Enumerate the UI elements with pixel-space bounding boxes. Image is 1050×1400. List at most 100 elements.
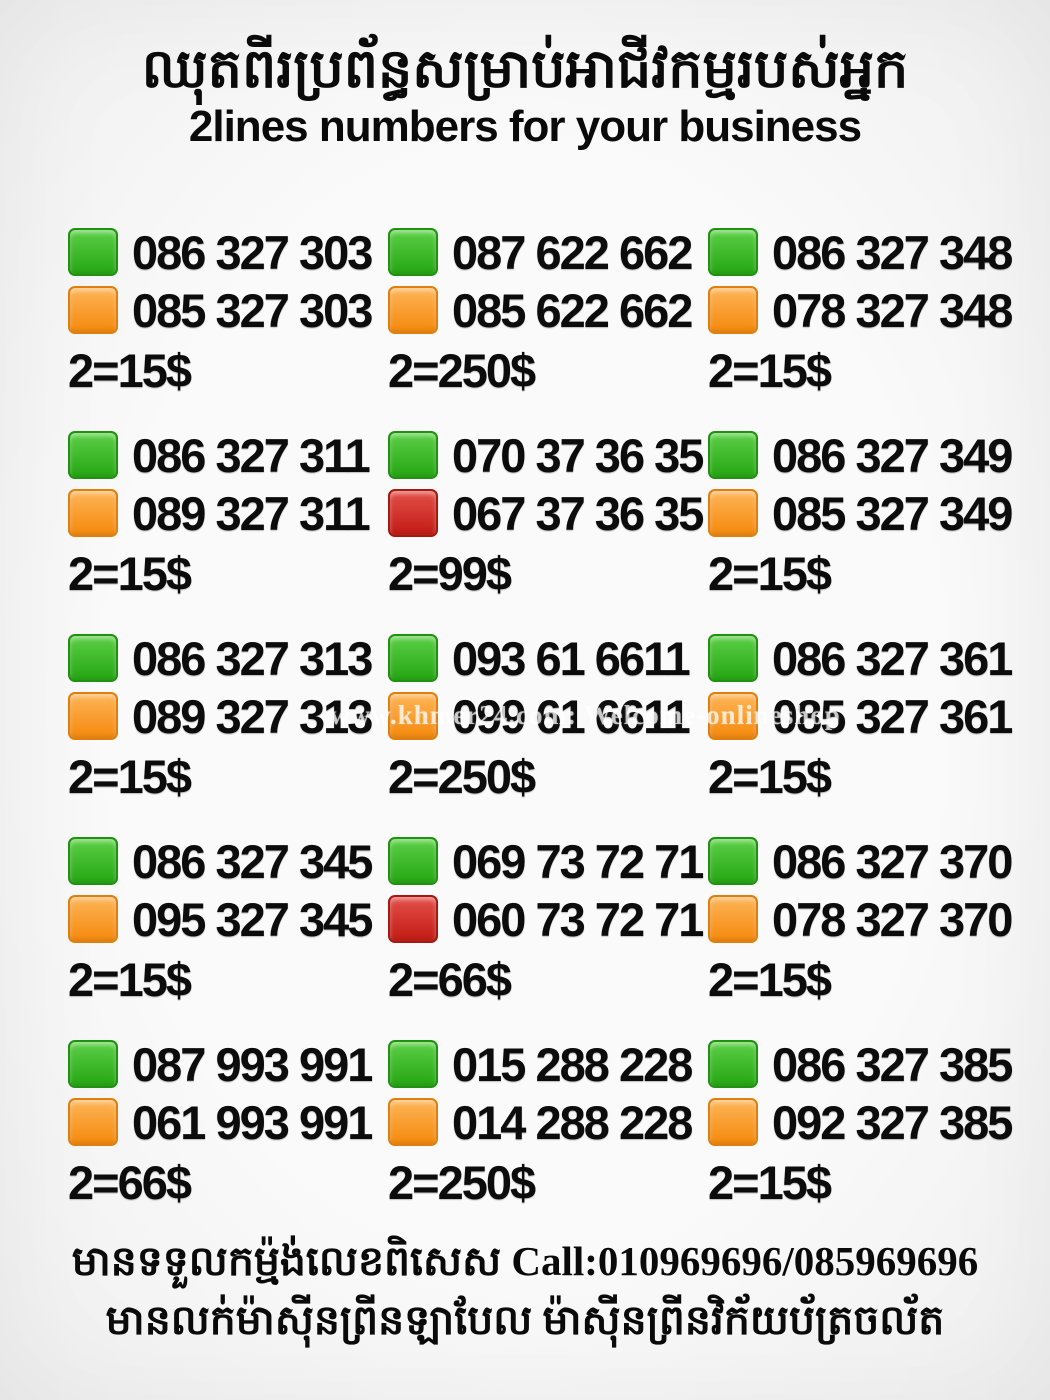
line2-color-square	[388, 692, 438, 740]
price-label: 2=250$	[388, 344, 536, 397]
number-line-1: 086 327 385	[708, 1035, 1028, 1093]
phone-number-1: 086 327 348	[772, 225, 1013, 279]
phone-number-1: 086 327 349	[772, 428, 1013, 482]
number-line-1: 086 327 348	[708, 223, 1028, 281]
price-label: 2=15$	[68, 547, 192, 600]
phone-number-1: 086 327 370	[772, 834, 1013, 888]
price-label: 2=15$	[68, 953, 192, 1006]
price-label: 2=15$	[708, 344, 832, 397]
phone-number-1: 086 327 303	[132, 225, 373, 279]
number-pair-card: 086 327 385 092 327 385 2=15$	[708, 1035, 1028, 1238]
header: ឈុតពីរប្រព័ន្ធសម្រាប់អាជីវកម្មរបស់អ្នក 2…	[0, 38, 1050, 152]
price-label: 2=15$	[68, 344, 192, 397]
phone-number-1: 086 327 311	[132, 428, 371, 482]
line1-color-square	[388, 837, 438, 885]
number-line-1: 086 327 313	[68, 629, 388, 687]
number-line-2: 078 327 370	[708, 890, 1028, 948]
phone-number-1: 093 61 6611	[452, 631, 691, 685]
number-line-1: 015 288 228	[388, 1035, 708, 1093]
line1-color-square	[708, 837, 758, 885]
number-line-1: 086 327 361	[708, 629, 1028, 687]
line1-color-square	[708, 634, 758, 682]
number-grid: 086 327 303 085 327 303 2=15$ 087 622 66…	[68, 223, 1028, 1238]
phone-number-2: 089 327 313	[132, 689, 373, 743]
line2-color-square	[68, 895, 118, 943]
price-label: 2=66$	[388, 953, 512, 1006]
phone-number-2: 095 327 345	[132, 892, 373, 946]
price-label: 2=66$	[68, 1156, 192, 1209]
number-line-1: 086 327 345	[68, 832, 388, 890]
price-label: 2=15$	[708, 953, 832, 1006]
number-pair-card: 093 61 6611 099 61 6611 2=250$	[388, 629, 708, 832]
phone-number-1: 086 327 385	[772, 1037, 1013, 1091]
line1-color-square	[708, 1040, 758, 1088]
phone-number-2: 085 327 349	[772, 486, 1013, 540]
number-pair-card: 069 73 72 71 060 73 72 71 2=66$	[388, 832, 708, 1035]
number-line-2: 078 327 348	[708, 281, 1028, 339]
price-label: 2=15$	[708, 1156, 832, 1209]
line2-color-square	[708, 1098, 758, 1146]
number-pair-card: 086 327 361 085 327 361 2=15$	[708, 629, 1028, 832]
footer-contact-line: មានទទួលកម្ម៉ង់លេខពិសេស Call:010969696/08…	[71, 1238, 979, 1284]
number-line-2: 085 327 361	[708, 687, 1028, 745]
price-label: 2=15$	[708, 750, 832, 803]
phone-number-1: 087 622 662	[452, 225, 693, 279]
line1-color-square	[388, 1040, 438, 1088]
line1-color-square	[388, 634, 438, 682]
price-label: 2=99$	[388, 547, 512, 600]
number-line-2: 085 622 662	[388, 281, 708, 339]
number-line-1: 093 61 6611	[388, 629, 708, 687]
line1-color-square	[68, 634, 118, 682]
line2-color-square	[68, 692, 118, 740]
line2-color-square	[388, 895, 438, 943]
phone-number-2: 061 993 991	[132, 1095, 373, 1149]
number-line-2: 089 327 311	[68, 484, 388, 542]
phone-number-2: 014 288 228	[452, 1095, 693, 1149]
phone-number-1: 086 327 313	[132, 631, 373, 685]
phone-number-2: 078 327 348	[772, 283, 1013, 337]
number-pair-card: 087 993 991 061 993 991 2=66$	[68, 1035, 388, 1238]
line2-color-square	[68, 286, 118, 334]
page-subtitle: 2lines numbers for your business	[188, 102, 862, 152]
number-pair-card: 086 327 311 089 327 311 2=15$	[68, 426, 388, 629]
price-label: 2=15$	[68, 750, 192, 803]
line2-color-square	[388, 489, 438, 537]
line2-color-square	[708, 286, 758, 334]
number-line-1: 086 327 349	[708, 426, 1028, 484]
number-line-1: 086 327 303	[68, 223, 388, 281]
number-pair-card: 086 327 303 085 327 303 2=15$	[68, 223, 388, 426]
number-pair-card: 086 327 370 078 327 370 2=15$	[708, 832, 1028, 1035]
number-line-2: 060 73 72 71	[388, 890, 708, 948]
number-pair-card: 086 327 313 089 327 313 2=15$	[68, 629, 388, 832]
number-line-1: 087 622 662	[388, 223, 708, 281]
number-line-2: 067 37 36 35	[388, 484, 708, 542]
number-pair-card: 087 622 662 085 622 662 2=250$	[388, 223, 708, 426]
line2-color-square	[708, 895, 758, 943]
phone-number-1: 015 288 228	[452, 1037, 693, 1091]
number-line-2: 095 327 345	[68, 890, 388, 948]
price-label: 2=250$	[388, 750, 536, 803]
line2-color-square	[388, 1098, 438, 1146]
phone-number-1: 070 37 36 35	[452, 428, 704, 482]
page-title-khmer: ឈុតពីរប្រព័ន្ធសម្រាប់អាជីវកម្មរបស់អ្នក	[141, 39, 909, 99]
footer-products-line: មានលក់ម៉ាស៊ីនព្រីនឡាបែល ម៉ាស៊ីនព្រីនវិក័…	[105, 1297, 945, 1344]
number-pair-card: 015 288 228 014 288 228 2=250$	[388, 1035, 708, 1238]
line1-color-square	[388, 228, 438, 276]
phone-number-1: 087 993 991	[132, 1037, 373, 1091]
number-line-1: 086 327 311	[68, 426, 388, 484]
line2-color-square	[68, 1098, 118, 1146]
number-line-2: 014 288 228	[388, 1093, 708, 1151]
line1-color-square	[68, 228, 118, 276]
line1-color-square	[68, 431, 118, 479]
number-pair-card: 086 327 348 078 327 348 2=15$	[708, 223, 1028, 426]
phone-number-2: 078 327 370	[772, 892, 1013, 946]
phone-number-2: 085 327 361	[772, 689, 1013, 743]
line1-color-square	[388, 431, 438, 479]
line2-color-square	[708, 692, 758, 740]
number-line-2: 085 327 349	[708, 484, 1028, 542]
number-pair-card: 070 37 36 35 067 37 36 35 2=99$	[388, 426, 708, 629]
number-line-1: 070 37 36 35	[388, 426, 708, 484]
number-pair-card: 086 327 349 085 327 349 2=15$	[708, 426, 1028, 629]
phone-number-2: 085 622 662	[452, 283, 693, 337]
